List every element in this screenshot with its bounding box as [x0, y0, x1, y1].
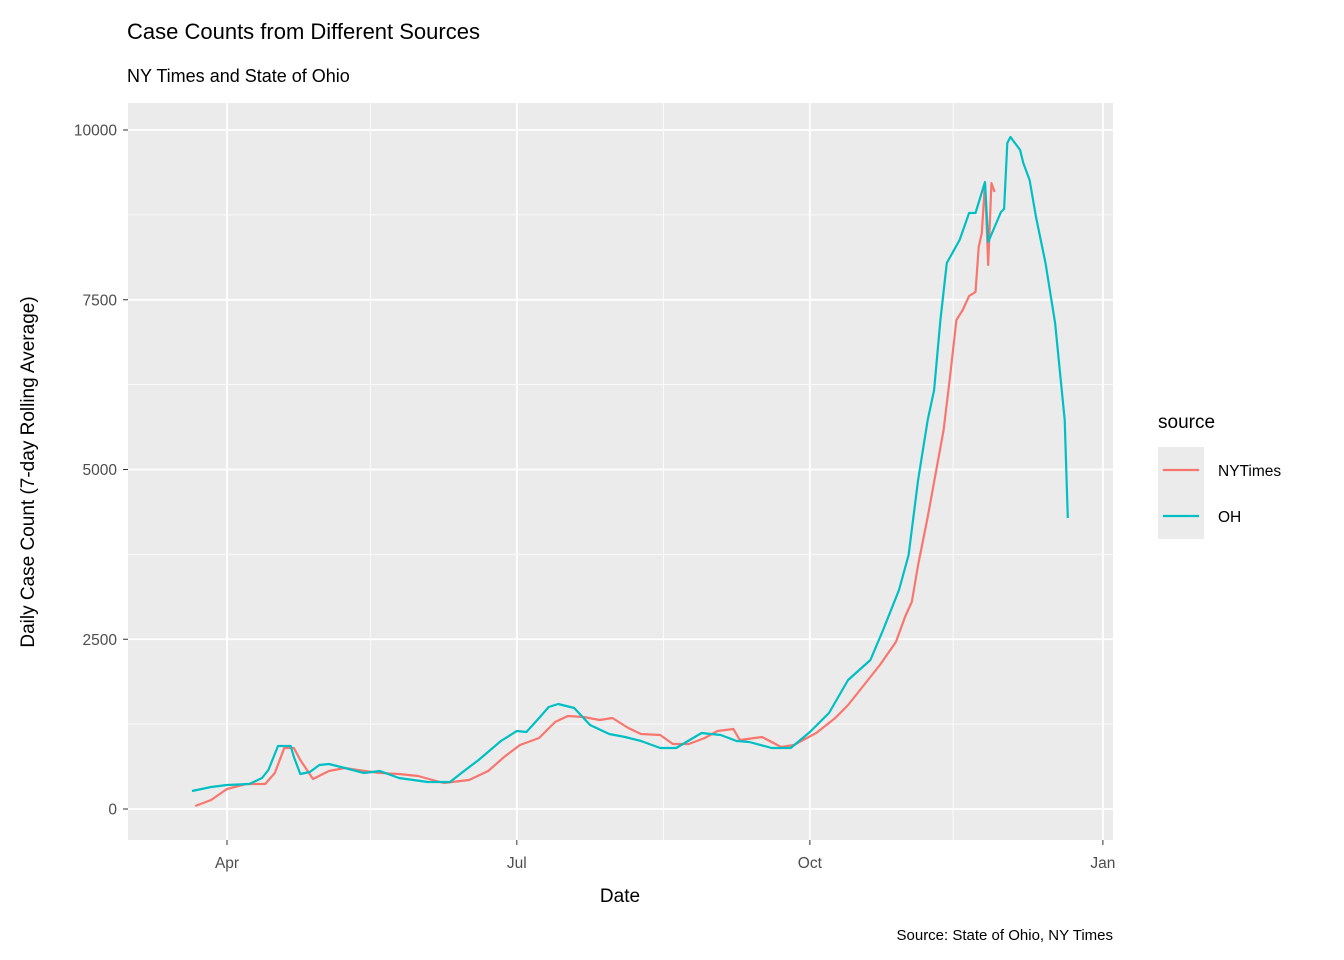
x-tick-label: Jul: [507, 855, 527, 872]
plot-panel: [128, 103, 1113, 840]
y-tick-label: 5000: [83, 462, 118, 479]
legend-label: NYTimes: [1218, 463, 1281, 480]
y-tick-label: 10000: [74, 123, 117, 140]
series-lines: [191, 135, 1069, 808]
x-axis: Apr Jul Oct Jan: [215, 840, 1115, 872]
y-axis-title: Daily Case Count (7-day Rolling Average): [18, 296, 39, 647]
chart-subtitle: NY Times and State of Ohio: [127, 66, 350, 86]
series-line-nytimes: [194, 181, 996, 808]
legend-label: OH: [1218, 509, 1241, 526]
x-tick-label: Jan: [1090, 855, 1115, 872]
chart-title: Case Counts from Different Sources: [127, 19, 480, 44]
y-axis: 0 2500 5000 7500 10000: [74, 123, 128, 819]
x-axis-title: Date: [600, 886, 640, 907]
legend: source NYTimes OH: [1158, 412, 1281, 539]
y-tick-label: 2500: [83, 632, 118, 649]
y-tick-label: 0: [108, 802, 117, 819]
chart-caption: Source: State of Ohio, NY Times: [897, 927, 1114, 944]
series-line-oh: [191, 135, 1069, 793]
x-tick-label: Oct: [798, 855, 823, 872]
grid-lines: [128, 103, 1113, 840]
y-tick-label: 7500: [83, 292, 118, 309]
x-tick-label: Apr: [215, 855, 239, 872]
legend-title: source: [1158, 412, 1215, 433]
